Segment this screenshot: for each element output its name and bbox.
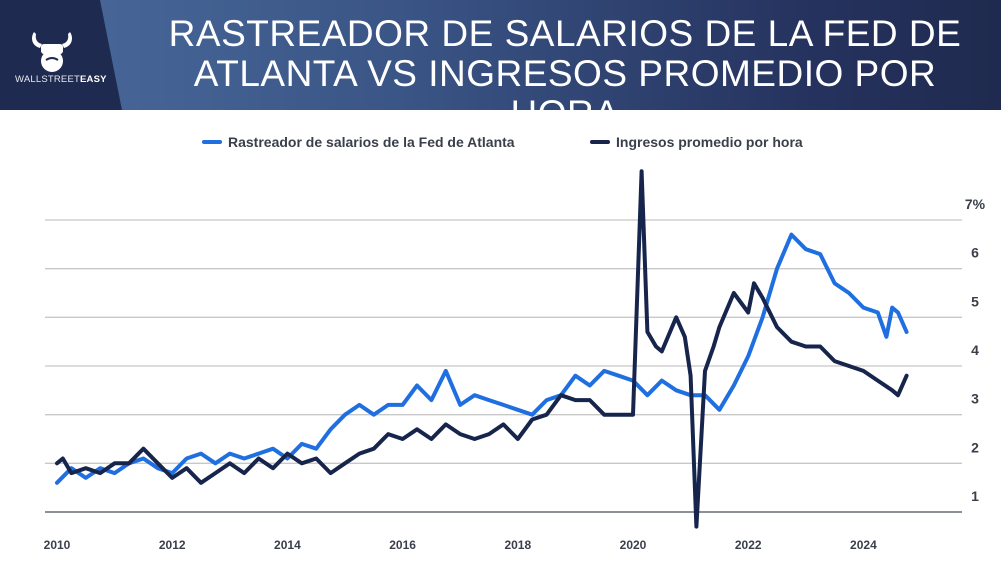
x-tick-label: 2018: [504, 538, 531, 552]
legend-label-atlanta: Rastreador de salarios de la Fed de Atla…: [228, 134, 515, 150]
series-line-ahe: [55, 169, 909, 529]
brand-name: WALLSTREETEASY: [15, 74, 107, 85]
y-tick-label: 2: [971, 439, 979, 455]
legend-item-atlanta: Rastreador de salarios de la Fed de Atla…: [202, 134, 515, 150]
x-tick-label: 2010: [44, 538, 71, 552]
legend-item-ahe: Ingresos promedio por hora: [590, 134, 803, 150]
chart-legend: Rastreador de salarios de la Fed de Atla…: [0, 134, 1001, 154]
x-tick-label: 2016: [389, 538, 416, 552]
x-tick-label: 2020: [620, 538, 647, 552]
y-tick-label: 1: [971, 488, 979, 504]
y-tick-label: 7%: [965, 196, 986, 212]
y-tick-label: 6: [971, 245, 979, 261]
bull-fist-icon: [32, 32, 72, 72]
y-tick-label: 4: [971, 342, 979, 358]
logo-panel: WALLSTREETEASY: [0, 0, 122, 110]
page-title: RASTREADOR DE SALARIOS DE LA FED DE ATLA…: [168, 13, 962, 134]
series-line-atlanta: [55, 232, 909, 485]
x-tick-label: 2024: [850, 538, 877, 552]
y-tick-label: 3: [971, 391, 979, 407]
legend-label-ahe: Ingresos promedio por hora: [616, 134, 803, 150]
x-tick-label: 2012: [159, 538, 186, 552]
header-banner: WALLSTREETEASY RASTREADOR DE SALARIOS DE…: [0, 0, 1001, 134]
legend-swatch-atlanta: [202, 140, 222, 144]
x-tick-label: 2014: [274, 538, 301, 552]
legend-swatch-ahe: [590, 140, 610, 144]
x-tick-label: 2022: [735, 538, 762, 552]
y-tick-label: 5: [971, 293, 979, 309]
